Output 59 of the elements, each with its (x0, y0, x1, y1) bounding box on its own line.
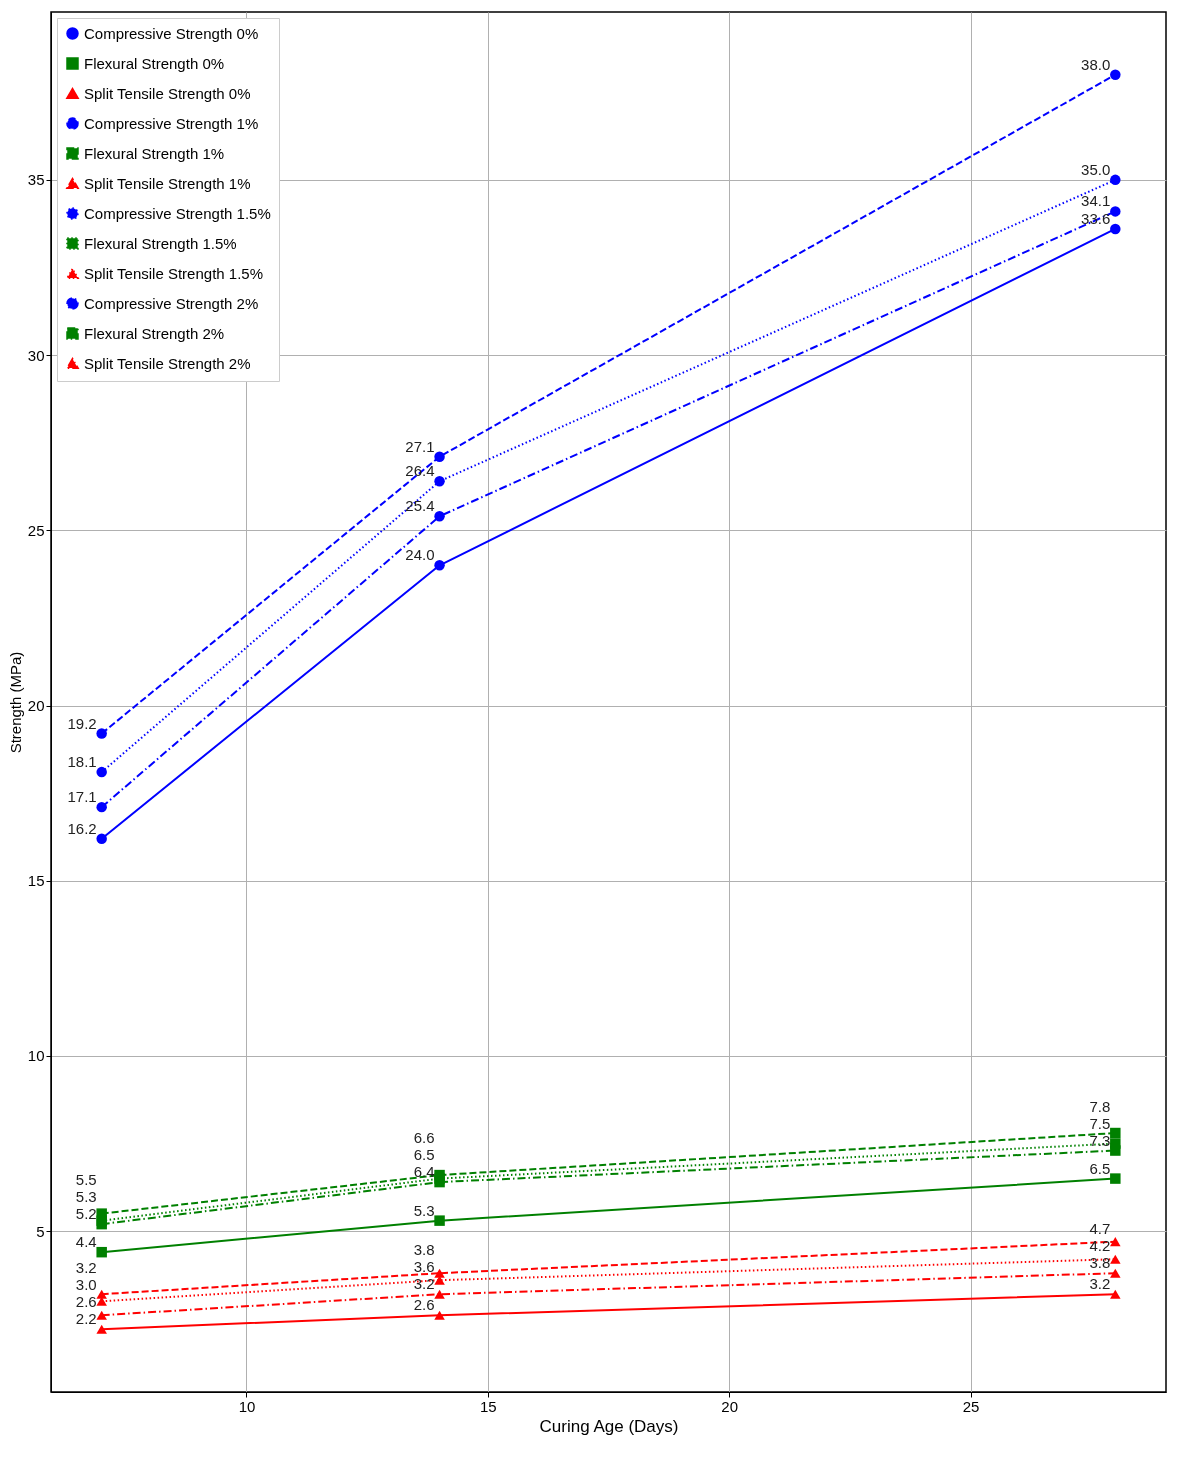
y-tick-label: 15 (27, 872, 45, 890)
legend-label: Flexural Strength 1% (84, 144, 225, 162)
x-tick-label: 15 (479, 1397, 497, 1415)
y-tick-label: 30 (27, 346, 45, 364)
y-tick-label: 20 (27, 697, 45, 714)
data-label: 4.7 (1089, 1220, 1111, 1238)
data-label: 3.8 (413, 1241, 435, 1259)
data-label: 3.2 (413, 1275, 435, 1293)
legend-label: Compressive Strength 1.5% (84, 204, 271, 222)
data-label: 35.0 (1081, 160, 1111, 178)
data-label: 2.2 (75, 1310, 97, 1328)
y-tick-label: 35 (27, 171, 45, 189)
data-label: 16.2 (67, 819, 97, 837)
data-label: 24.0 (405, 546, 435, 564)
legend-label: Split Tensile Strength 0% (84, 84, 251, 102)
data-label: 2.6 (75, 1293, 97, 1311)
data-label: 26.4 (405, 462, 435, 480)
y-axis-title: Strength (MPa) (6, 651, 24, 754)
data-label: 6.4 (413, 1163, 435, 1181)
data-label: 3.6 (413, 1258, 435, 1276)
data-label: 6.6 (413, 1129, 435, 1147)
data-label: 4.4 (75, 1233, 97, 1251)
legend-label: Flexural Strength 0% (84, 54, 225, 72)
y-tick-label: 25 (27, 521, 45, 539)
legend-label: Compressive Strength 0% (84, 24, 259, 42)
legend-label: Compressive Strength 2% (84, 294, 259, 312)
data-label: 6.5 (413, 1146, 435, 1164)
data-label: 19.2 (67, 714, 97, 732)
data-label: 38.0 (1081, 55, 1111, 73)
legend-label: Compressive Strength 1% (84, 114, 259, 132)
y-tick-label: 10 (27, 1047, 45, 1065)
data-label: 5.5 (75, 1171, 97, 1189)
x-tick-label: 10 (238, 1397, 256, 1415)
data-label: 3.8 (1089, 1254, 1111, 1272)
data-label: 25.4 (405, 497, 435, 515)
data-label: 3.2 (75, 1259, 97, 1277)
data-label: 7.5 (1089, 1114, 1111, 1132)
data-label: 6.5 (1089, 1159, 1111, 1177)
legend-label: Split Tensile Strength 1.5% (84, 264, 263, 282)
x-tick-label: 25 (962, 1397, 980, 1415)
data-label: 3.2 (1089, 1275, 1111, 1293)
data-label: 17.1 (67, 788, 97, 806)
data-label: 18.1 (67, 753, 97, 771)
legend-label: Flexural Strength 2% (84, 324, 225, 342)
data-label: 7.3 (1089, 1131, 1111, 1149)
data-label: 2.6 (413, 1296, 435, 1314)
legend-label: Split Tensile Strength 2% (84, 354, 251, 372)
data-label: 5.3 (75, 1188, 97, 1206)
x-axis-title: Curing Age (Days) (539, 1416, 679, 1436)
data-label: 34.1 (1081, 192, 1111, 210)
legend-label: Split Tensile Strength 1% (84, 174, 251, 192)
y-tick-label: 5 (36, 1222, 45, 1240)
x-tick-label: 20 (721, 1397, 739, 1415)
data-label: 27.1 (405, 437, 435, 455)
data-label: 3.0 (75, 1276, 97, 1294)
legend-label: Flexural Strength 1.5% (84, 234, 237, 252)
data-label: 5.2 (75, 1205, 97, 1223)
data-label: 5.3 (413, 1201, 435, 1219)
data-label: 7.8 (1089, 1097, 1111, 1115)
